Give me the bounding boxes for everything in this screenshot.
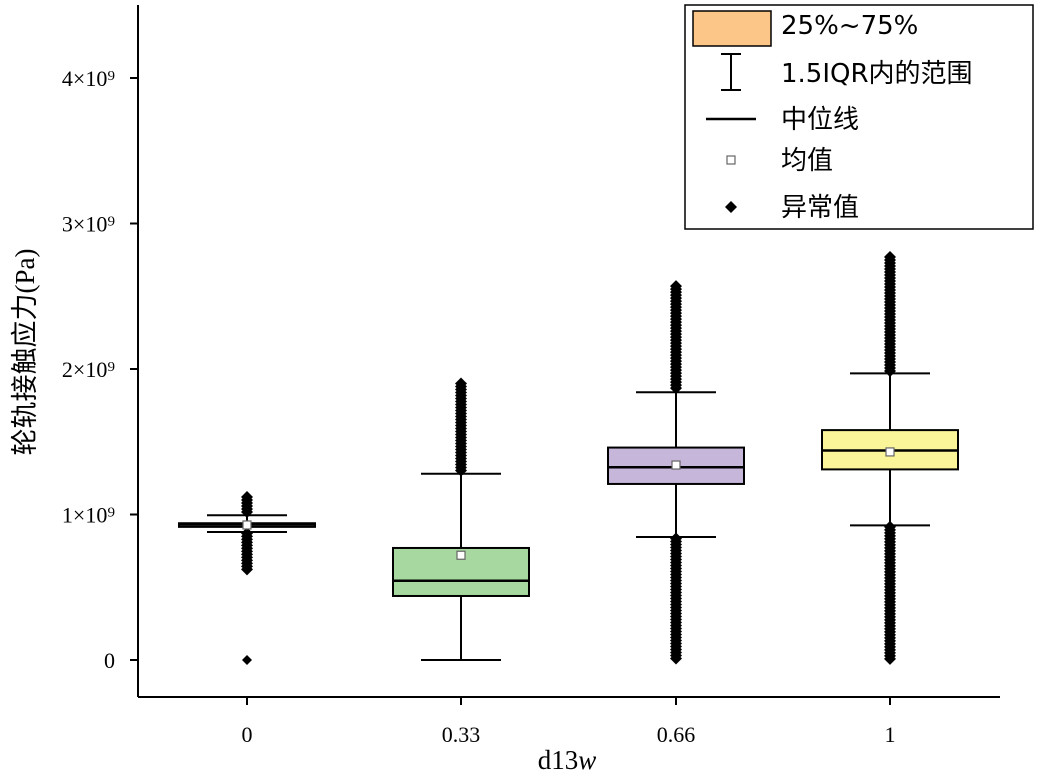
- plot-layer: [178, 250, 959, 665]
- x-tick-label: 0: [242, 722, 253, 747]
- y-axis-title: 轮轨接触应力(Pa): [10, 249, 40, 456]
- outlier-point: [670, 382, 682, 395]
- x-tick-label: 0.33: [442, 722, 481, 747]
- legend-item-whisker: 1.5IQR内的范围: [721, 53, 973, 91]
- legend-label: 中位线: [781, 105, 859, 135]
- mean-marker: [671, 460, 681, 470]
- box-group-0.33: [392, 377, 530, 661]
- legend-label: 异常值: [781, 193, 859, 223]
- legend-outlier-symbol: [725, 201, 737, 213]
- y-tick-label: 3×10⁹: [62, 212, 115, 237]
- box-group-0: [178, 491, 316, 665]
- legend-label: 1.5IQR内的范围: [781, 59, 973, 89]
- legend-label: 均值: [781, 146, 833, 176]
- outlier-point: [241, 563, 253, 576]
- y-tick-label: 2×10⁹: [62, 357, 115, 382]
- x-axis-title: d13w: [538, 745, 597, 775]
- legend-item-median: 中位线: [706, 105, 859, 135]
- mean-marker: [885, 447, 895, 457]
- x-tick-label: 0.66: [657, 722, 696, 747]
- y-tick-label: 0: [104, 648, 115, 673]
- outlier-point: [884, 652, 896, 665]
- legend-item-mean: 均值: [726, 146, 833, 176]
- box-group-1: [821, 250, 959, 665]
- x-tick-label: 1: [885, 722, 896, 747]
- outlier-point: [670, 652, 682, 665]
- legend-label: 25%~75%: [781, 11, 918, 41]
- mean-marker: [456, 550, 466, 560]
- y-tick-label: 1×10⁹: [62, 503, 115, 528]
- outlier-point: [242, 655, 252, 665]
- y-tick-label: 4×10⁹: [62, 66, 115, 91]
- axis-layer: 轮轨接触应力(Pa) d13w 0 1×10⁹ 2×10⁹ 3×10⁹ 4×10⁹ 0 0.…: [10, 5, 1000, 775]
- legend-box-swatch: [692, 10, 772, 47]
- legend-item-outlier: 异常值: [725, 193, 859, 223]
- box-group-0.66: [607, 280, 745, 665]
- mean-marker: [242, 520, 252, 530]
- legend-mean-symbol: [726, 155, 736, 165]
- legend-item-box: 25%~75%: [692, 10, 918, 47]
